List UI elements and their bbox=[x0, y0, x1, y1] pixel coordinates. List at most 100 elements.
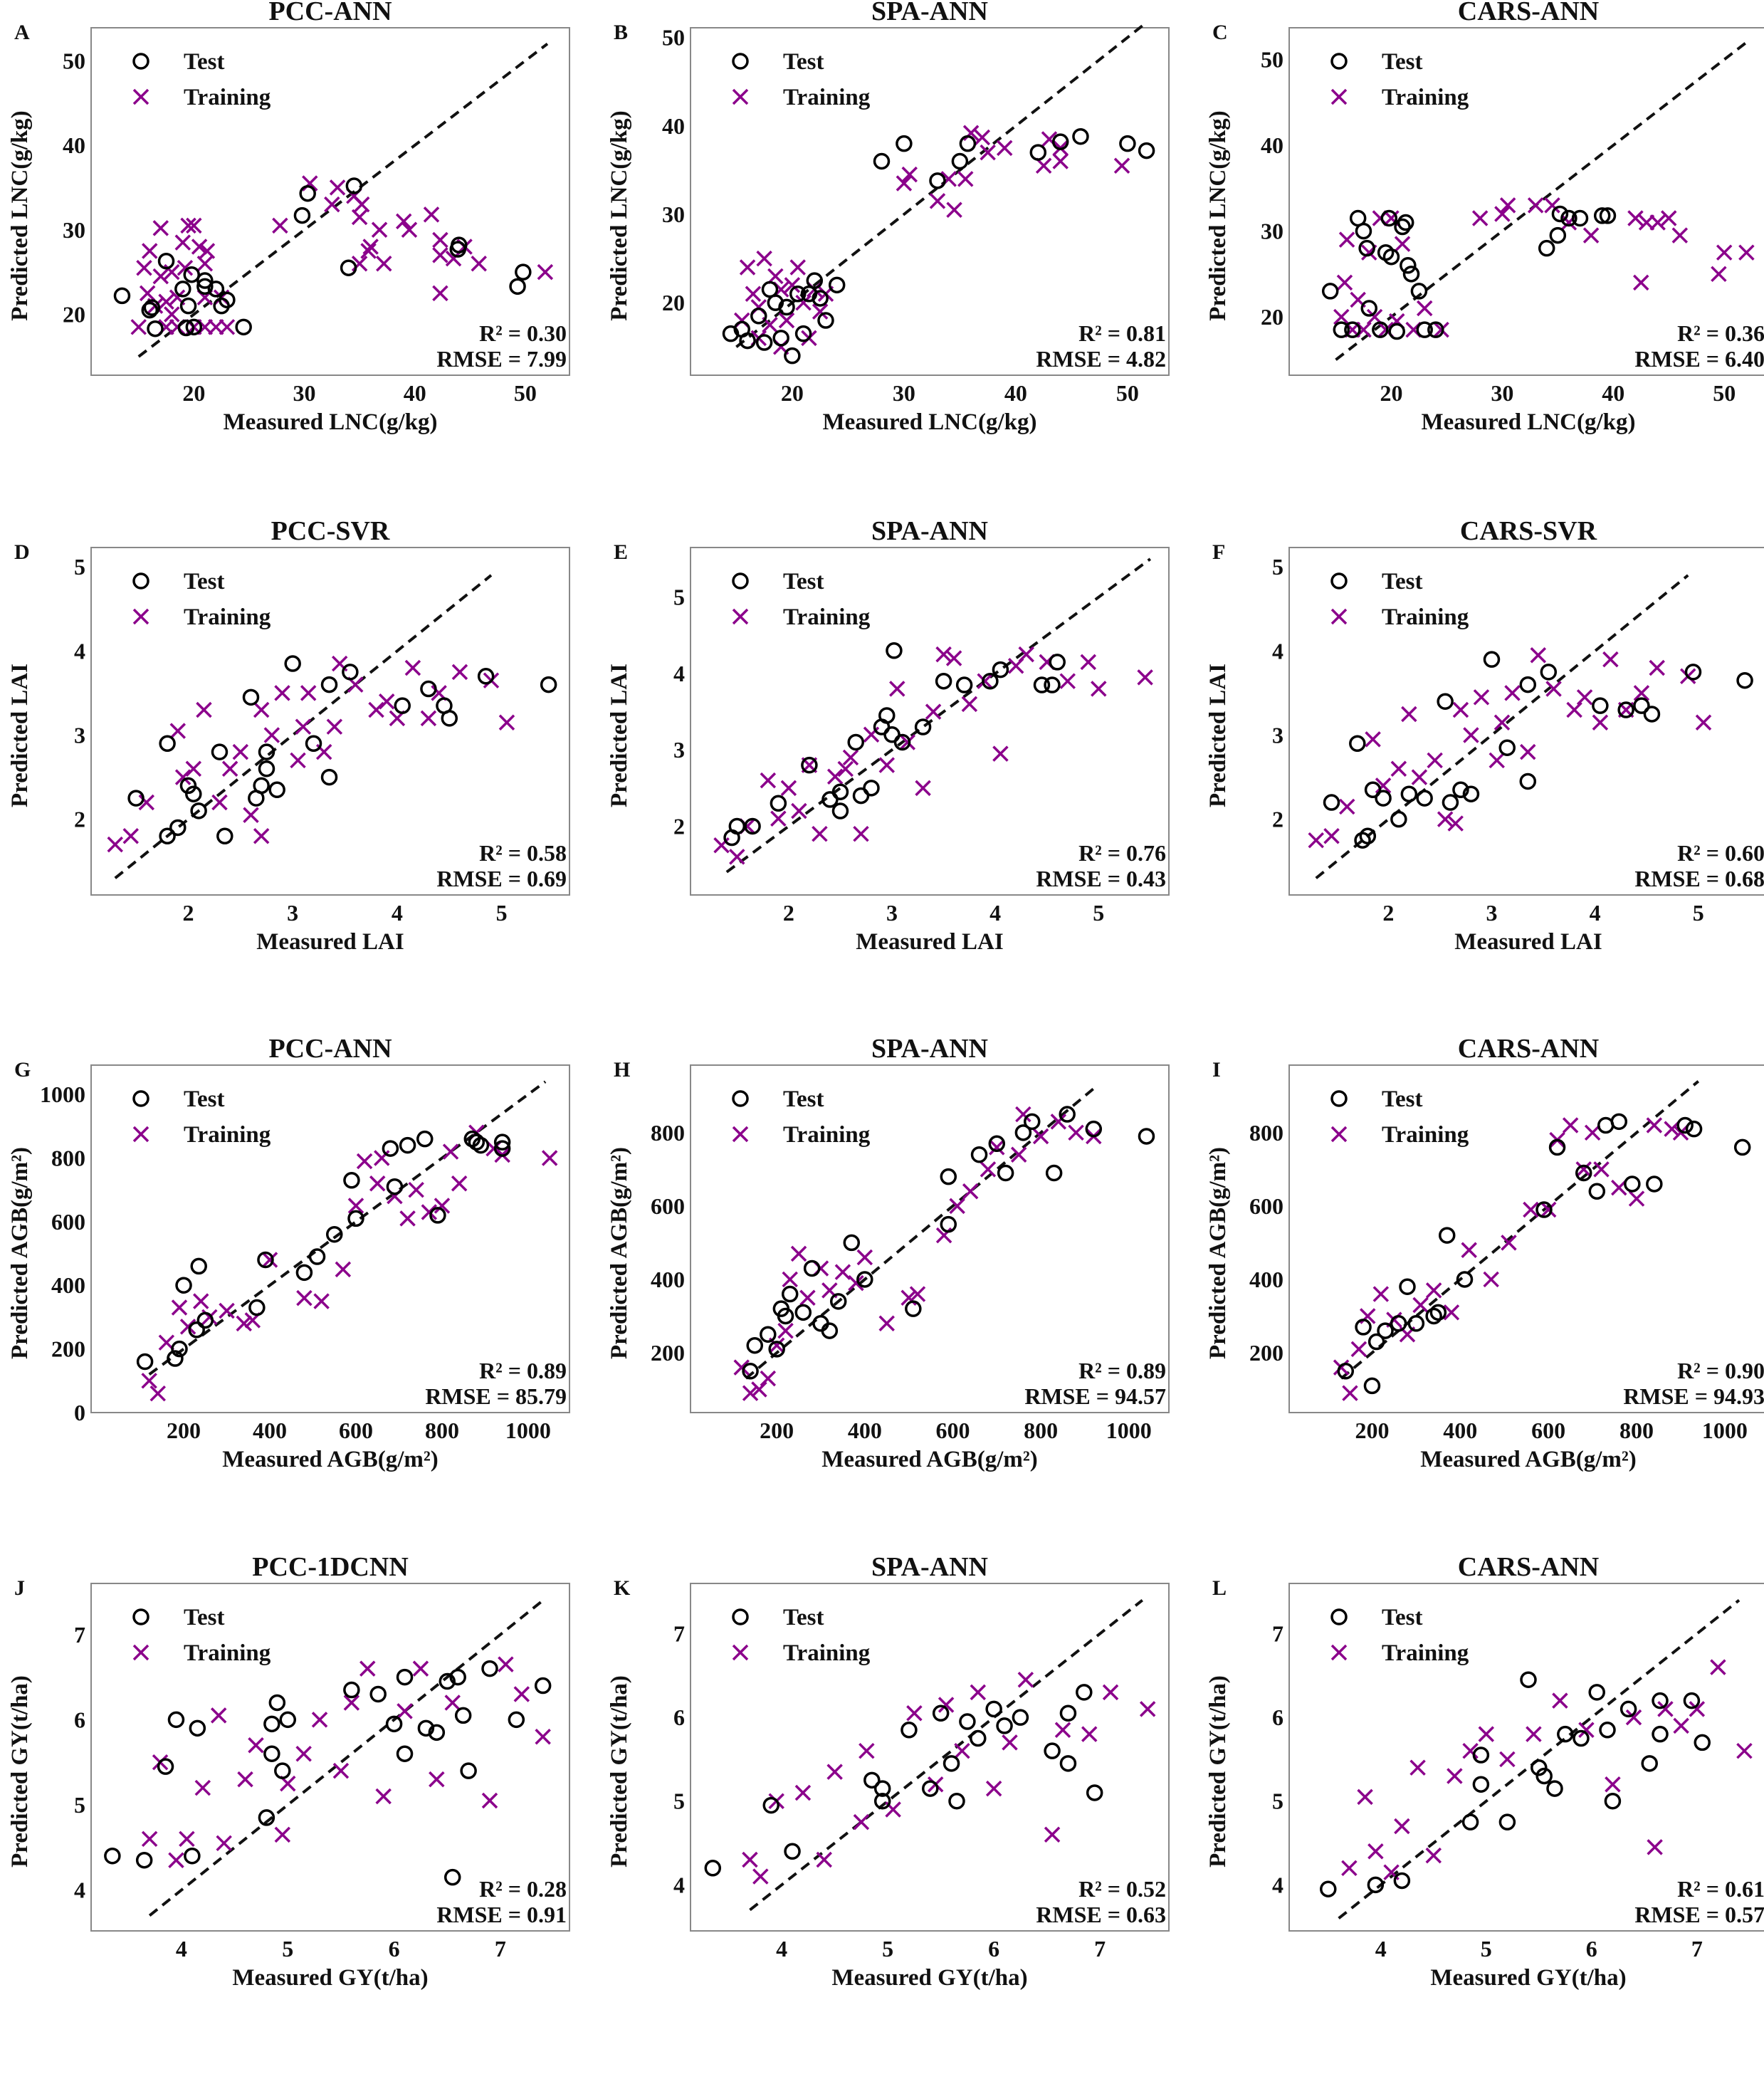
y-tick-label: 2 bbox=[74, 807, 85, 832]
test-point bbox=[177, 319, 195, 337]
training-point bbox=[1367, 1843, 1384, 1860]
test-point bbox=[1397, 214, 1414, 231]
test-point bbox=[216, 827, 233, 845]
training-point bbox=[1584, 1124, 1601, 1141]
r-squared-annotation: R² = 0.90 bbox=[1677, 1358, 1764, 1383]
test-point bbox=[1652, 1692, 1669, 1709]
legend: Test Training bbox=[132, 569, 271, 630]
test-point bbox=[1400, 257, 1417, 274]
x-tick-label: 1000 bbox=[1106, 1418, 1152, 1443]
training-point bbox=[1102, 1684, 1119, 1701]
training-point bbox=[420, 710, 437, 727]
x-tick-label: 4 bbox=[176, 1936, 187, 1962]
test-point bbox=[1029, 144, 1047, 161]
training-point bbox=[263, 727, 280, 743]
training-point bbox=[1628, 1190, 1645, 1207]
training-point bbox=[343, 1695, 360, 1711]
test-point bbox=[1573, 1729, 1590, 1747]
test-point bbox=[794, 325, 812, 342]
test-point bbox=[175, 1277, 192, 1294]
r-squared-annotation: R² = 0.36 bbox=[1677, 320, 1764, 346]
training-point bbox=[152, 220, 169, 236]
training-point bbox=[1716, 244, 1733, 261]
x-tick-label: 5 bbox=[496, 900, 508, 926]
test-point bbox=[1560, 209, 1577, 227]
legend-test-marker bbox=[132, 53, 149, 70]
y-tick-label: 50 bbox=[662, 25, 685, 51]
test-point bbox=[343, 1681, 360, 1699]
y-tick-label: 4 bbox=[673, 661, 685, 686]
test-point bbox=[441, 710, 458, 727]
training-point bbox=[1545, 681, 1562, 697]
training-point bbox=[444, 1695, 461, 1711]
test-point bbox=[1355, 222, 1372, 240]
training-point bbox=[174, 769, 191, 785]
rmse-annotation: RMSE = 7.99 bbox=[436, 346, 567, 372]
test-point bbox=[1138, 142, 1155, 159]
test-point bbox=[1320, 1880, 1337, 1897]
x-tick-label: 50 bbox=[514, 380, 537, 406]
training-point bbox=[1611, 1179, 1627, 1196]
test-point bbox=[167, 1350, 184, 1367]
r-squared-annotation: R² = 0.76 bbox=[1078, 840, 1166, 866]
legend-training-marker bbox=[132, 88, 149, 105]
training-point bbox=[794, 1784, 812, 1801]
training-point bbox=[149, 1385, 166, 1402]
test-point bbox=[873, 152, 891, 170]
test-point bbox=[1402, 266, 1420, 283]
training-point bbox=[375, 1788, 392, 1805]
test-point bbox=[921, 1780, 939, 1797]
y-tick-label: 50 bbox=[63, 48, 85, 73]
test-point bbox=[1012, 1709, 1029, 1726]
x-tick-label: 5 bbox=[282, 1936, 293, 1962]
training-point bbox=[729, 849, 745, 865]
test-point bbox=[932, 1704, 950, 1722]
training-point bbox=[1499, 1751, 1516, 1768]
training-point bbox=[1633, 274, 1649, 291]
y-axis-label: Predicted LAI bbox=[607, 664, 632, 807]
y-tick-label: 40 bbox=[63, 132, 85, 158]
plot-frame bbox=[90, 1064, 570, 1413]
test-point bbox=[778, 298, 795, 316]
r-squared-annotation: R² = 0.60 bbox=[1677, 840, 1764, 866]
test-point bbox=[342, 664, 359, 681]
legend-training-marker bbox=[732, 1126, 749, 1143]
rmse-annotation: RMSE = 0.63 bbox=[1036, 1902, 1166, 1927]
test-point bbox=[1085, 1120, 1103, 1138]
training-point bbox=[795, 294, 812, 311]
test-point bbox=[293, 206, 311, 224]
y-tick-label: 800 bbox=[51, 1145, 85, 1170]
x-tick-label: 5 bbox=[1481, 1936, 1492, 1962]
training-point bbox=[498, 1656, 514, 1672]
training-point bbox=[989, 1139, 1005, 1156]
y-axis-label: Predicted LNC(g/kg) bbox=[1205, 110, 1231, 320]
training-point bbox=[901, 166, 918, 183]
training-point bbox=[179, 1831, 195, 1848]
test-point bbox=[817, 312, 834, 329]
test-point bbox=[1546, 1780, 1563, 1797]
legend: Test Training bbox=[732, 1605, 871, 1666]
x-tick-label: 20 bbox=[781, 380, 804, 406]
test-point bbox=[159, 735, 176, 753]
training-point bbox=[1647, 1839, 1663, 1855]
training-point bbox=[168, 1852, 184, 1868]
legend-test-label: Test bbox=[184, 1605, 224, 1630]
test-point bbox=[1359, 827, 1377, 845]
test-point bbox=[481, 1660, 498, 1677]
test-point bbox=[1394, 218, 1411, 236]
test-point bbox=[1684, 664, 1702, 681]
x-axis-label: Measured AGB(g/m²) bbox=[821, 1447, 1038, 1472]
test-point bbox=[847, 733, 864, 751]
scatter-panel-j: J PCC-1DCNN 4 5 6 7 4 5 6 7 Measured GY(t/ha) Predi… bbox=[7, 1552, 570, 1991]
training-point bbox=[1504, 685, 1521, 701]
training-point bbox=[1375, 777, 1392, 794]
test-point bbox=[948, 1792, 965, 1810]
training-point bbox=[985, 1780, 1002, 1797]
training-point bbox=[412, 1660, 429, 1677]
training-point bbox=[368, 701, 384, 718]
training-point bbox=[1139, 1701, 1156, 1717]
panel-letter: K bbox=[614, 1576, 631, 1600]
test-point bbox=[1044, 676, 1061, 693]
training-point bbox=[1493, 714, 1511, 731]
test-point bbox=[997, 1164, 1014, 1182]
